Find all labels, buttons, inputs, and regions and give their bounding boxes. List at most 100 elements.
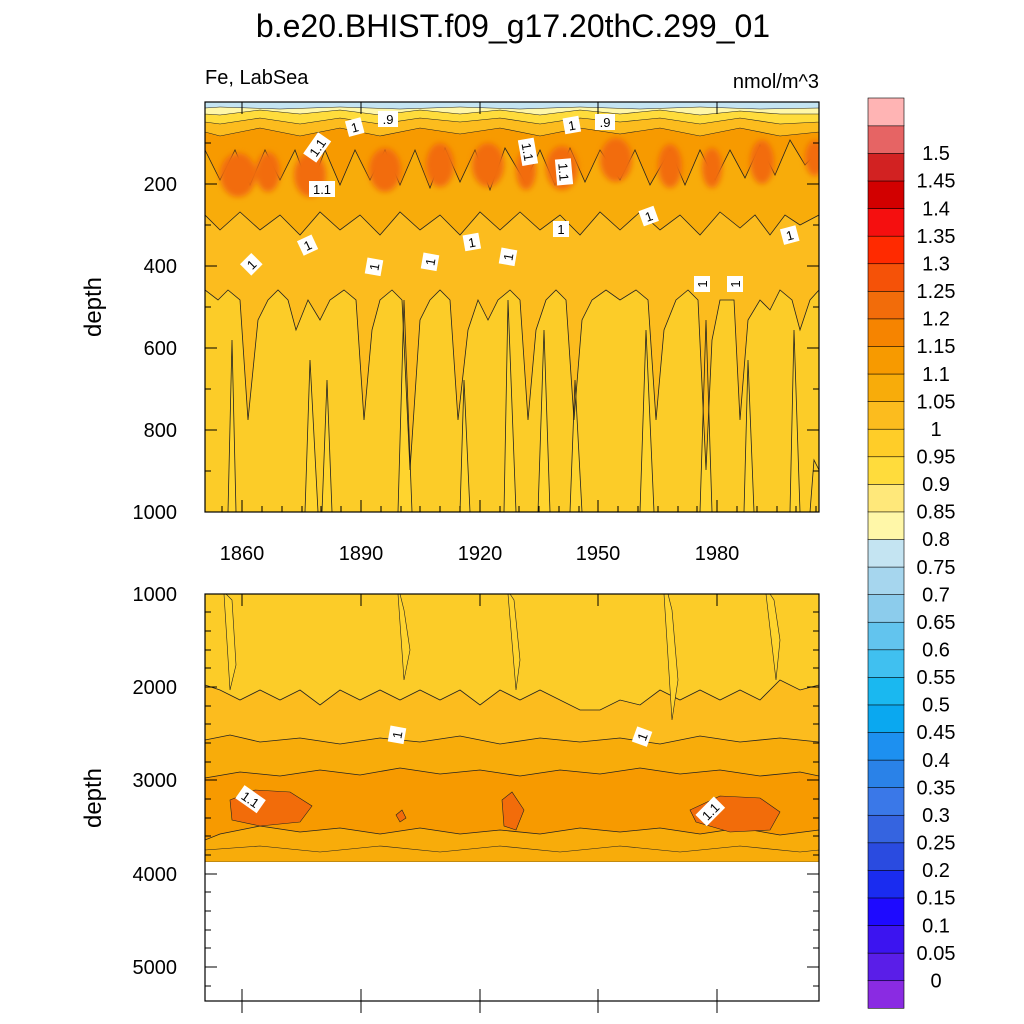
svg-text:1: 1 <box>366 262 382 272</box>
colorbar-swatch <box>867 511 905 540</box>
contour-label: 1.1 <box>554 158 574 186</box>
colorbar-level-label: 1.5 <box>922 143 950 165</box>
contour-label: 1 <box>498 247 518 267</box>
lower-missing-data <box>205 862 819 1001</box>
contour-label: 1 <box>296 234 319 256</box>
colorbar-level-label: 0.2 <box>922 860 950 882</box>
colorbar-swatch <box>867 676 905 706</box>
colorbar-level-label: 0.05 <box>917 943 956 965</box>
upper-x-tick-label: 1860 <box>220 543 265 565</box>
colorbar-swatch <box>867 759 905 789</box>
lower-y-tick-label: 4000 <box>133 864 178 886</box>
svg-text:1: 1 <box>728 280 743 287</box>
svg-text:1: 1 <box>500 252 516 262</box>
lower-y-axis: depth <box>80 584 819 987</box>
lower-y-major-ticks <box>205 686 819 968</box>
colorbar-level-label: 0.7 <box>922 584 950 606</box>
upper-contour-lines <box>227 299 819 512</box>
upper-y-tick-label: 600 <box>144 338 177 360</box>
colorbar-swatch <box>867 290 905 320</box>
colorbar-level-label: 1.45 <box>917 171 956 193</box>
colorbar-level-label: 0.4 <box>922 750 950 772</box>
colorbar-level-label: 0.25 <box>917 833 956 855</box>
colorbar-swatch <box>867 456 905 485</box>
colorbar-swatch <box>867 483 905 513</box>
colorbar-swatch <box>867 594 905 623</box>
colorbar-swatch <box>867 980 905 1009</box>
upper-y-major-ticks <box>205 183 819 431</box>
lower-y-tick-label: 1000 <box>133 584 178 606</box>
contour-label: 1 <box>344 117 365 137</box>
colorbar-swatch <box>867 952 905 982</box>
upper-contour-labels: .9 1 .9 1 1.1 1.1 1.1 1.1 1 1 1 1 1 1 1 … <box>239 111 800 292</box>
colorbar-level-label: 0 <box>930 970 941 992</box>
svg-text:1: 1 <box>643 208 655 225</box>
contour-label: 1 <box>562 115 582 135</box>
colorbar-swatch <box>867 538 905 568</box>
colorbar-level-label: 1 <box>930 419 941 441</box>
upper-x-tick-label: 1980 <box>695 543 740 565</box>
colorbar-swatch <box>867 345 905 375</box>
lower-y-axis-label: depth <box>80 768 107 828</box>
upper-x-axis: 1860 1890 1920 1950 1980 <box>220 102 817 565</box>
contour-label: .9 <box>378 111 398 127</box>
colorbar: 0 0.05 0.1 0.15 0.2 0.25 0.3 0.35 0.4 0.45 0.5 0.55… <box>867 97 956 1009</box>
colorbar-level-label: 1.2 <box>922 309 950 331</box>
colorbar-level-label: 1.4 <box>922 198 950 220</box>
contour-label: 1 <box>631 726 653 747</box>
upper-y-axis-label: depth <box>80 277 107 337</box>
contour-label: 1 <box>420 252 440 272</box>
contour-label: 1 <box>387 725 407 745</box>
upper-x-tick-label: 1950 <box>576 543 621 565</box>
svg-text:1: 1 <box>784 227 795 243</box>
colorbar-level-label: 1.25 <box>917 281 956 303</box>
lower-y-tick-label: 3000 <box>133 770 178 792</box>
colorbar-swatch <box>867 401 905 430</box>
chart-title: b.e20.BHIST.f09_g17.20thC.299_01 <box>256 8 770 44</box>
colorbar-swatch <box>867 649 905 678</box>
svg-text:1: 1 <box>695 280 710 287</box>
upper-surface-band-0-75 <box>205 102 819 110</box>
colorbar-level-label: 0.75 <box>917 557 956 579</box>
lower-plot-frame <box>204 593 820 1002</box>
colorbar-level-label: 0.55 <box>917 667 956 689</box>
contour-label: 1 <box>779 225 800 245</box>
lower-x-ticks <box>241 594 718 1013</box>
upper-field <box>205 102 819 512</box>
colorbar-swatch <box>867 842 905 871</box>
colorbar-swatch <box>867 263 905 292</box>
colorbar-level-label: 0.95 <box>917 446 956 468</box>
variable-label: Fe, LabSea <box>205 67 309 89</box>
contour-label: 1 <box>462 232 482 252</box>
colorbar-swatch <box>867 97 905 127</box>
contour-label: 1 <box>364 257 384 277</box>
svg-text:.9: .9 <box>383 112 394 127</box>
colorbar-swatch <box>867 814 905 844</box>
colorbar-level-label: 0.8 <box>922 529 950 551</box>
contour-label: 1.1 <box>309 181 335 197</box>
colorbar-swatch <box>867 318 905 347</box>
svg-text:1.1: 1.1 <box>555 162 572 181</box>
svg-text:1.1: 1.1 <box>519 142 537 162</box>
colorbar-swatch <box>867 208 905 237</box>
lower-y-tick-label: 2000 <box>133 677 178 699</box>
colorbar-swatch <box>867 704 905 733</box>
colorbar-swatch <box>867 373 905 402</box>
colorbar-swatch <box>867 621 905 651</box>
svg-text:1: 1 <box>422 257 438 267</box>
svg-text:1.1: 1.1 <box>313 182 331 197</box>
svg-text:1: 1 <box>349 119 360 135</box>
upper-y-minor-ticks <box>205 142 819 472</box>
units-label: nmol/m^3 <box>733 71 819 93</box>
lower-y-minor-ticks <box>205 611 819 987</box>
upper-panel: depth 200 400 600 800 100 <box>80 101 820 565</box>
upper-y-tick-label: 200 <box>144 174 177 196</box>
colorbar-level-label: 0.45 <box>917 722 956 744</box>
upper-hot-blobs <box>220 138 819 197</box>
lower-bottom-band <box>205 845 819 862</box>
colorbar-level-label: 0.3 <box>922 805 950 827</box>
colorbar-level-label: 0.85 <box>917 502 956 524</box>
colorbar-swatch <box>867 235 905 265</box>
